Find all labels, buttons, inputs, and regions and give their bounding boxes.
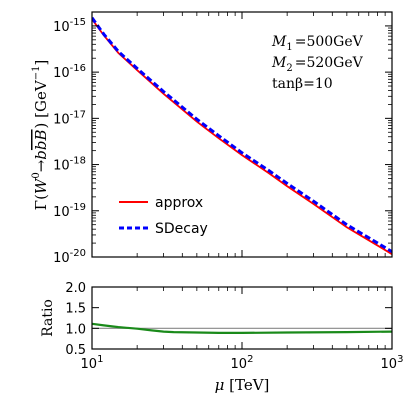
ratio-y-tick-label: 2.0 (65, 281, 86, 296)
ratio-panel: 0.5 1.0 1.5 2.0 101 102 103 Ratio (40, 281, 403, 372)
legend-label-sdecay: SDecay (155, 221, 208, 237)
y-tick-label: 10-20 (53, 248, 86, 266)
x-axis-label: μ [TeV] (215, 376, 270, 394)
annotation-tanbeta: tanβ=10 (272, 76, 333, 92)
parameter-annotations: M1 =500GeV M2 =520GeV tanβ=10 (271, 34, 364, 92)
svg-text:Γ(W0→bbB) [GeV−1]: Γ(W0→bbB) [GeV−1] (31, 60, 50, 211)
ratio-y-tick-label: 1.5 (65, 302, 86, 317)
y-tick-label: 10-16 (53, 63, 86, 81)
x-tick-label: 102 (231, 354, 254, 372)
ratio-plot-frame (91, 286, 393, 350)
y-tick-label: 10-19 (53, 202, 86, 220)
main-ylabel: Γ(W0→bbB) [GeV−1] (31, 60, 50, 211)
y-tick-label: 10-18 (53, 156, 86, 174)
main-panel: 10-15 10-16 10-17 10-18 10-19 10-20 M1 =500GeV… (31, 11, 393, 266)
y-tick-label: 10-17 (53, 109, 86, 127)
x-tick-label: 103 (381, 354, 404, 372)
ratio-series-line (92, 322, 392, 334)
legend: approx SDecay (119, 195, 208, 237)
ratio-ylabel: Ratio (40, 299, 56, 337)
annotation-m2: M2 =520GeV (271, 55, 364, 74)
y-tick-label: 10-15 (53, 17, 86, 35)
ratio-y-tick-label: 1.0 (65, 322, 86, 337)
x-tick-label: 101 (81, 354, 104, 372)
legend-label-approx: approx (155, 195, 203, 211)
annotation-m1: M1 =500GeV (271, 34, 364, 53)
series-line-sdecay (92, 16, 392, 253)
ratio-y-tick-label: 0.5 (65, 343, 86, 358)
